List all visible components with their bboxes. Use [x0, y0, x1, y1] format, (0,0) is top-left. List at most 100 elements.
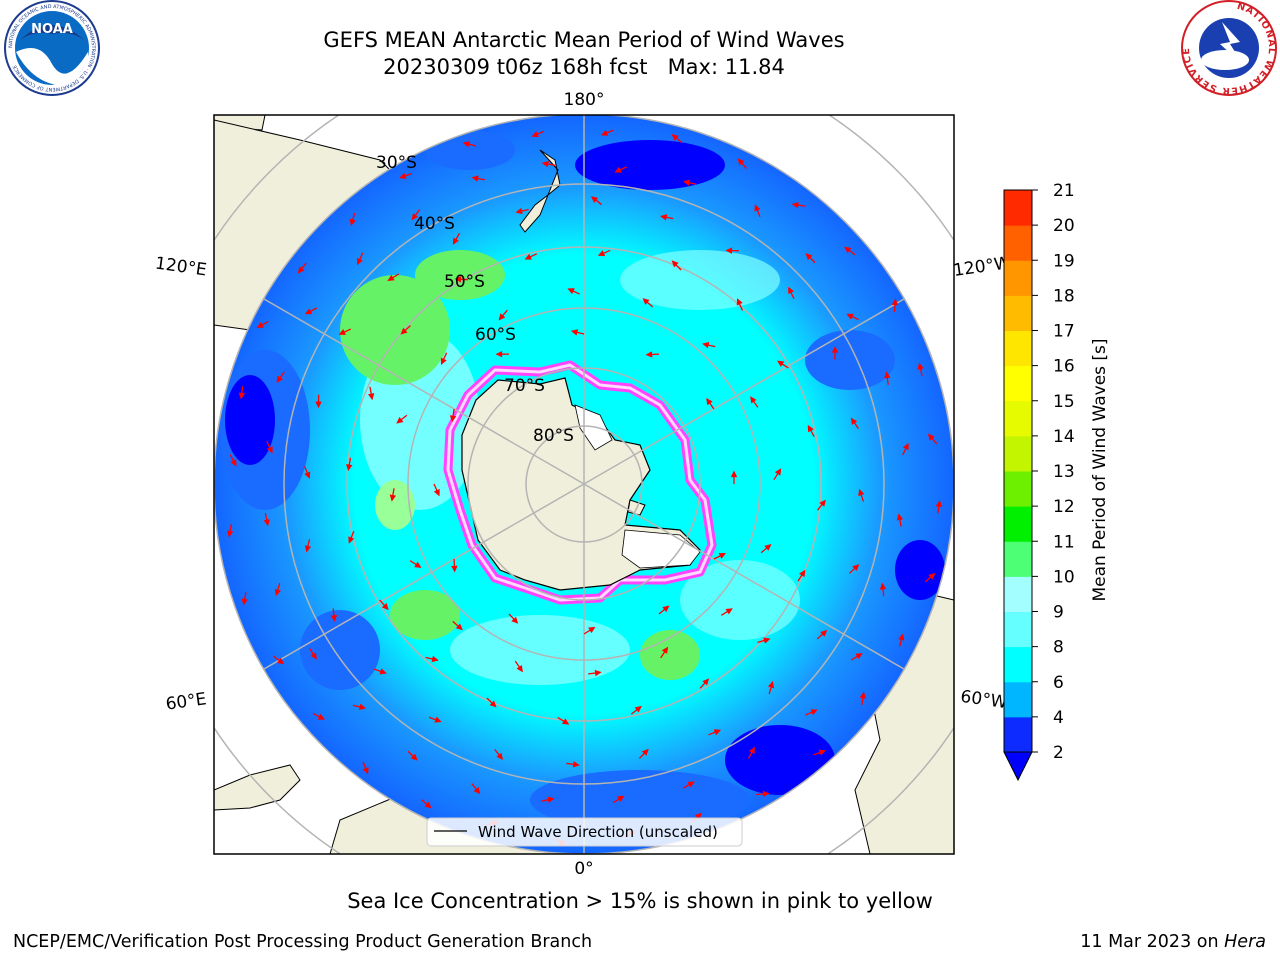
wave-arrow-head [859, 691, 867, 699]
wave-arrow-head [515, 207, 523, 215]
wave-arrow-head [330, 614, 338, 622]
wave-arrow-head [641, 748, 649, 756]
wave-arrow-head [662, 605, 670, 613]
colorbar-tick-label: 17 [1053, 322, 1075, 342]
wave-arrow-head [226, 530, 234, 538]
wave-arrow-head [516, 664, 523, 673]
wave-arrow-head [594, 669, 602, 677]
wave-arrow-head [805, 253, 813, 261]
wave-arrow-head [818, 749, 827, 756]
wave-arrow-head [858, 488, 865, 497]
wave-arrow-head [440, 357, 447, 366]
svg-text:NOAA: NOAA [31, 22, 73, 37]
colorbar-tick-label: 18 [1053, 286, 1075, 306]
wave-arrow-head [902, 442, 909, 451]
nws-logo: NATIONAL WEATHER SERVICE [1181, 0, 1277, 96]
meridian-label-60e: 60°E [165, 689, 208, 714]
wave-arrow-head [694, 812, 702, 820]
wave-arrow-head [433, 488, 440, 497]
wave-arrow-head [682, 179, 691, 186]
wave-arrow-head [434, 716, 442, 723]
wave-arrow-head [496, 752, 504, 761]
meridian-label-60w: 60°W [959, 687, 1008, 713]
wave-arrow-head [891, 298, 899, 306]
colorbar-segment [1004, 576, 1032, 612]
wave-arrow-head [411, 213, 419, 221]
meridian-label-0: 0° [574, 859, 593, 879]
wave-arrow-head [725, 247, 733, 254]
wave-arrow-head [600, 129, 609, 136]
lat-label-70s: 70°S [504, 376, 545, 396]
colorbar-tick-label: 13 [1053, 462, 1075, 482]
wave-arrow-head [317, 713, 325, 720]
wave-arrow-head [736, 298, 743, 306]
wave-arrow-head [431, 655, 439, 663]
wave-arrow-head [645, 351, 653, 358]
wave-arrow-head [400, 327, 408, 335]
wave-arrow-head [241, 598, 248, 606]
colorbar-segment [1004, 260, 1032, 296]
wave-arrow-head [706, 397, 713, 406]
wave-arrow-head [928, 573, 936, 580]
colorbar-segment [1004, 435, 1032, 472]
wave-arrow-head [660, 214, 668, 221]
wave-arrow-head [338, 329, 346, 335]
wave-arrow-head [489, 700, 497, 708]
colorbar-segment [1004, 471, 1032, 507]
wave-arrow-head [884, 371, 891, 379]
footer-host: Hera [1224, 932, 1266, 952]
wave-arrow-head [763, 637, 771, 644]
wave-arrow-head [304, 308, 313, 315]
wave-arrow-head [276, 375, 283, 383]
wave-arrow-head [238, 392, 246, 400]
wave-arrow-head [424, 801, 432, 809]
wave-arrow-head [819, 499, 826, 507]
wave-arrow-head [511, 616, 519, 624]
wave-arrow-head [396, 416, 404, 424]
legend-label: Wind Wave Direction (unscaled) [478, 823, 718, 841]
wave-arrow-head [917, 362, 924, 370]
chart-subtitle: 20230309 t06z 168h fcst Max: 11.84 [383, 55, 785, 79]
wave-arrow-head [266, 446, 273, 454]
wave-arrow-head [718, 553, 727, 559]
footer-credit: NCEP/EMC/Verification Post Processing Pr… [13, 932, 593, 952]
wave-arrow-head [777, 360, 785, 367]
wave-arrow-head [642, 298, 650, 305]
wave-arrow-head [807, 424, 814, 433]
wave-arrow-head [702, 678, 710, 686]
colorbar-segment [1004, 400, 1032, 437]
wave-arrow-head [256, 321, 264, 328]
colorbar-label: Mean Period of Wind Waves [s] [1090, 338, 1110, 601]
lat-label-80s: 80°S [533, 426, 574, 446]
wave-arrow-head [531, 131, 539, 137]
wave-arrow-head [617, 795, 625, 802]
wave-arrow-head [348, 536, 355, 544]
wave-arrow-head [846, 313, 854, 320]
wave-arrow-head [788, 286, 794, 295]
lat-label-40s: 40°S [414, 214, 455, 234]
colorbar-segment [1004, 646, 1032, 683]
wave-arrow-head [754, 204, 761, 212]
wave-arrow-head [570, 329, 579, 336]
wave-arrow-head [451, 565, 458, 573]
wave-arrow-head [927, 433, 935, 441]
footer-date: 11 Mar 2023 on Hera [1080, 932, 1266, 952]
wave-arrow-head [791, 201, 799, 209]
wave-arrow-head [379, 668, 387, 675]
antarctica [443, 360, 717, 605]
wave-arrow-head [387, 274, 395, 282]
wave-arrow-head [277, 657, 285, 665]
wave-arrow-head [455, 623, 463, 631]
meridian-label-180: 180° [564, 90, 605, 110]
wave-arrow-head [274, 588, 281, 597]
wave-arrow-head [346, 463, 353, 472]
wave-arrow-head [671, 134, 679, 141]
colorbar-tick-label: 10 [1053, 567, 1075, 587]
wave-arrow-head [410, 753, 418, 761]
wave-arrow-head [349, 218, 356, 227]
wave-arrow-head [462, 141, 470, 148]
wave-arrow-head [634, 705, 642, 713]
wave-arrow-head [590, 196, 599, 203]
wave-arrow-head [614, 166, 622, 173]
colorbar-tick-label: 11 [1053, 532, 1075, 552]
